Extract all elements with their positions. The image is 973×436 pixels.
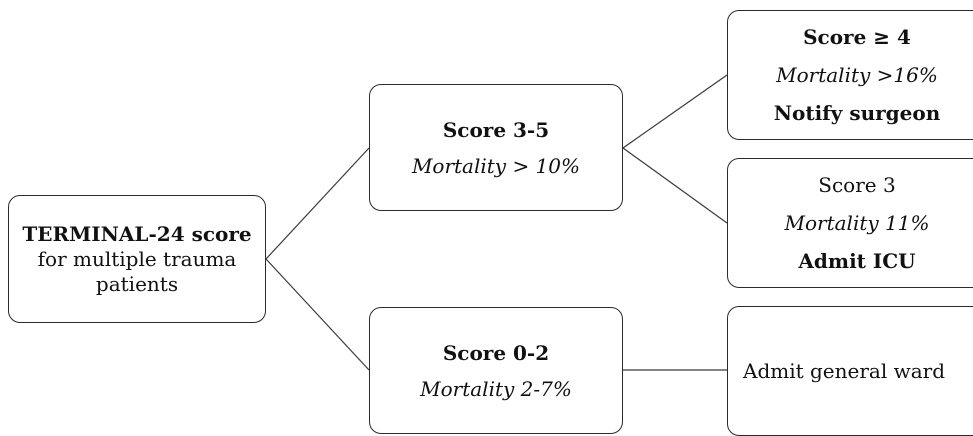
score-0-2-box: Score 0-2 Mortality 2-7% — [369, 307, 623, 434]
score-3-5-mortality: Mortality > 10% — [411, 153, 581, 178]
connector-score-3-5-to-score-ge-4 — [622, 74, 728, 149]
general-ward-box: Admit general ward — [727, 306, 973, 436]
score-0-2-mortality: Mortality 2-7% — [420, 376, 572, 401]
root-subtitle-line-2: patients — [95, 271, 179, 296]
terminal-24-root-box: TERMINAL-24 score for multiple trauma pa… — [8, 195, 266, 323]
root-title: TERMINAL-24 score — [22, 221, 252, 246]
score-ge-4-action: Notify surgeon — [773, 101, 941, 125]
score-3-title: Score 3 — [818, 173, 896, 197]
score-3-action: Admit ICU — [798, 249, 916, 273]
connector-root-to-score-0-2 — [265, 258, 370, 371]
root-subtitle-line-1: for multiple trauma — [37, 246, 237, 271]
general-ward-action: Admit general ward — [743, 359, 946, 383]
score-3-5-title: Score 3-5 — [442, 117, 550, 142]
score-3-5-box: Score 3-5 Mortality > 10% — [369, 84, 623, 211]
score-0-2-title: Score 0-2 — [442, 340, 550, 365]
connector-root-to-score-3-5 — [265, 147, 370, 260]
score-ge-4-mortality: Mortality >16% — [776, 63, 938, 87]
score-ge-4-title: Score ≥ 4 — [803, 25, 911, 49]
score-ge-4-box: Score ≥ 4 Mortality >16% Notify surgeon — [727, 10, 973, 140]
connector-score-3-5-to-score-3 — [622, 147, 728, 224]
score-3-box: Score 3 Mortality 11% Admit ICU — [727, 158, 973, 288]
score-3-mortality: Mortality 11% — [784, 211, 930, 235]
